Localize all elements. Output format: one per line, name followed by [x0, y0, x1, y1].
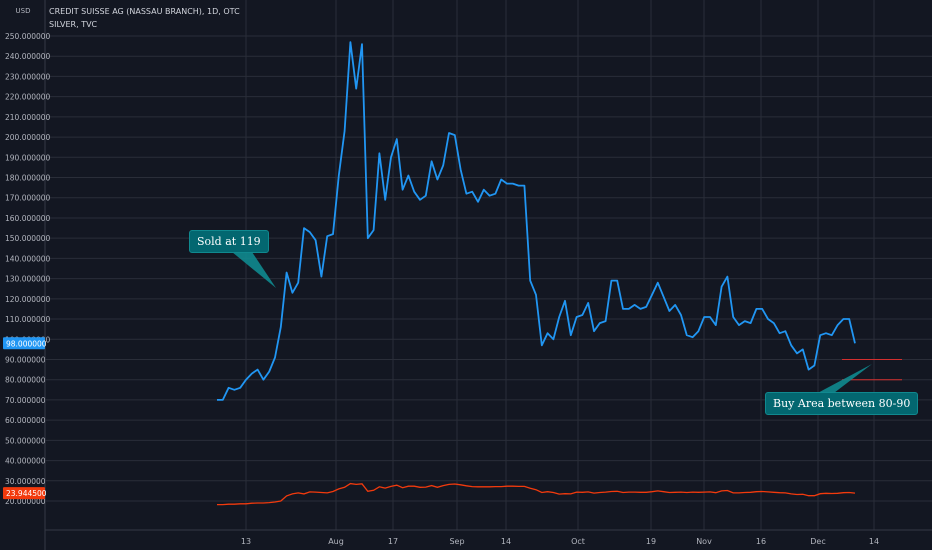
- x-tick-label: Aug: [328, 537, 344, 546]
- last-price-badge: [3, 337, 45, 350]
- y-tick-label: 220.000000: [5, 93, 51, 102]
- main-symbol-title[interactable]: CREDIT SUISSE AG (NASSAU BRANCH), 1D, OT…: [49, 7, 240, 16]
- y-tick-label: 180.000000: [5, 174, 51, 183]
- compare-price-badge: [3, 487, 45, 500]
- x-tick-label: 17: [388, 537, 398, 546]
- y-tick-label: 200.000000: [5, 133, 51, 142]
- x-tick-label: 14: [869, 537, 879, 546]
- x-tick-label: 13: [241, 537, 251, 546]
- y-tick-label: 230.000000: [5, 72, 51, 81]
- y-tick-label: 150.000000: [5, 234, 51, 243]
- y-tick-label: 250.000000: [5, 32, 51, 41]
- y-tick-label: 190.000000: [5, 153, 51, 162]
- x-tick-label: 14: [501, 537, 511, 546]
- x-tick-label: Sep: [449, 537, 464, 546]
- x-tick-label: Oct: [571, 537, 585, 546]
- compare-series-line: [217, 482, 856, 506]
- y-tick-label: 20.000000: [5, 497, 46, 506]
- y-tick-label: 70.000000: [5, 396, 46, 405]
- buy-callout-pointer: [812, 364, 872, 396]
- y-tick-label: 90.000000: [5, 355, 46, 364]
- compare-symbol-title[interactable]: SILVER, TVC: [49, 20, 98, 29]
- x-tick-label: 16: [756, 537, 766, 546]
- currency-label: USD: [15, 7, 31, 15]
- buy-area-annotation[interactable]: Buy Area between 80-90: [765, 392, 919, 415]
- y-tick-label: 170.000000: [5, 194, 51, 203]
- sold-annotation[interactable]: Sold at 119: [189, 230, 269, 253]
- main-series-line: [217, 41, 856, 401]
- sold-callout-pointer: [232, 252, 276, 288]
- y-tick-label: 40.000000: [5, 457, 46, 466]
- x-tick-label: Nov: [696, 537, 712, 546]
- y-tick-label: 80.000000: [5, 376, 46, 385]
- y-tick-label: 130.000000: [5, 275, 51, 284]
- compare-price-label: 23.944500: [6, 489, 47, 498]
- x-tick-label: 19: [646, 537, 656, 546]
- y-tick-label: 140.000000: [5, 254, 51, 263]
- x-tick-label: Dec: [810, 537, 825, 546]
- y-tick-label: 60.000000: [5, 416, 46, 425]
- chart-legend: CREDIT SUISSE AG (NASSAU BRANCH), 1D, OT…: [49, 5, 240, 31]
- y-tick-label: 110.000000: [5, 315, 51, 324]
- y-tick-label: 120.000000: [5, 295, 51, 304]
- y-tick-label: 160.000000: [5, 214, 51, 223]
- y-tick-label: 240.000000: [5, 52, 51, 61]
- y-tick-label: 50.000000: [5, 436, 46, 445]
- y-tick-label: 30.000000: [5, 477, 46, 486]
- last-price-label: 98.000000: [6, 339, 47, 348]
- y-tick-label: 210.000000: [5, 113, 51, 122]
